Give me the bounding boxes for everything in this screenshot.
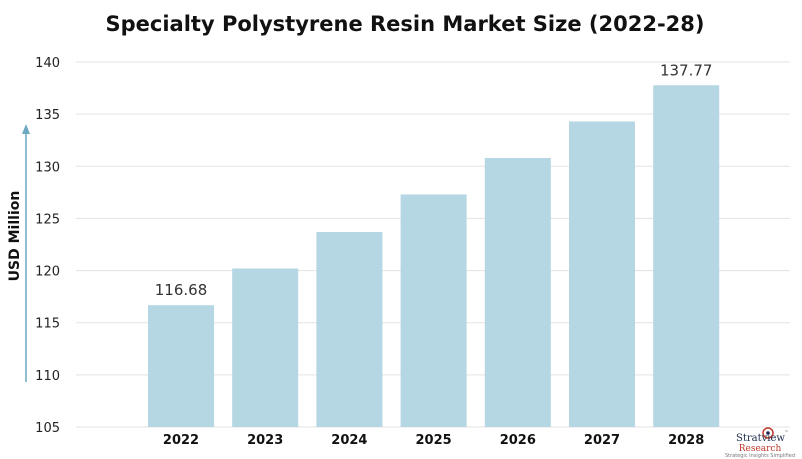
y-tick-label: 120 [35,265,60,280]
data-labels: 116.68 137.77 [155,61,713,299]
x-axis-ticks: 2022 2023 2024 2025 2026 2027 2028 [163,433,704,448]
data-label-2022: 116.68 [155,281,208,299]
bar-2024 [316,231,383,427]
y-tick-label: 130 [35,160,60,175]
y-tick-label: 125 [35,212,60,227]
logo-globe-icon [762,427,774,439]
y-tick-label: 110 [35,369,60,384]
logo-tm: ™ [784,430,789,436]
y-axis: USD Million [7,124,30,382]
x-tick-label: 2022 [163,433,199,448]
y-tick-label: 135 [35,108,60,123]
data-label-2028: 137.77 [660,61,713,79]
logo-brand: Stratview [736,433,785,444]
bar-2026 [484,157,551,427]
bar-2025 [400,194,467,427]
x-tick-label: 2023 [247,433,283,448]
bar-2027 [569,121,635,427]
bar-2023 [232,268,299,427]
stratview-logo: Stratview ™ Research Strategic Insights … [725,427,795,459]
bar-2022 [148,305,214,427]
bars [148,85,720,428]
y-axis-ticks: 105 110 115 120 125 130 135 140 [35,56,60,436]
y-tick-label: 140 [35,56,60,71]
y-axis-arrowhead [22,124,30,134]
x-tick-label: 2024 [331,433,367,448]
x-tick-label: 2027 [584,433,620,448]
y-tick-label: 115 [35,317,60,332]
y-tick-label: 105 [35,421,60,436]
x-tick-label: 2028 [668,433,704,448]
logo-tagline: Strategic Insights Simplified [725,453,795,459]
chart-title: Specialty Polystyrene Resin Market Size … [106,12,705,36]
y-axis-label: USD Million [7,191,23,282]
logo-research: Research [739,444,782,454]
x-tick-label: 2026 [500,433,536,448]
bar-2028 [653,85,720,428]
logo-globe-dot [766,431,770,435]
x-tick-label: 2025 [416,433,452,448]
